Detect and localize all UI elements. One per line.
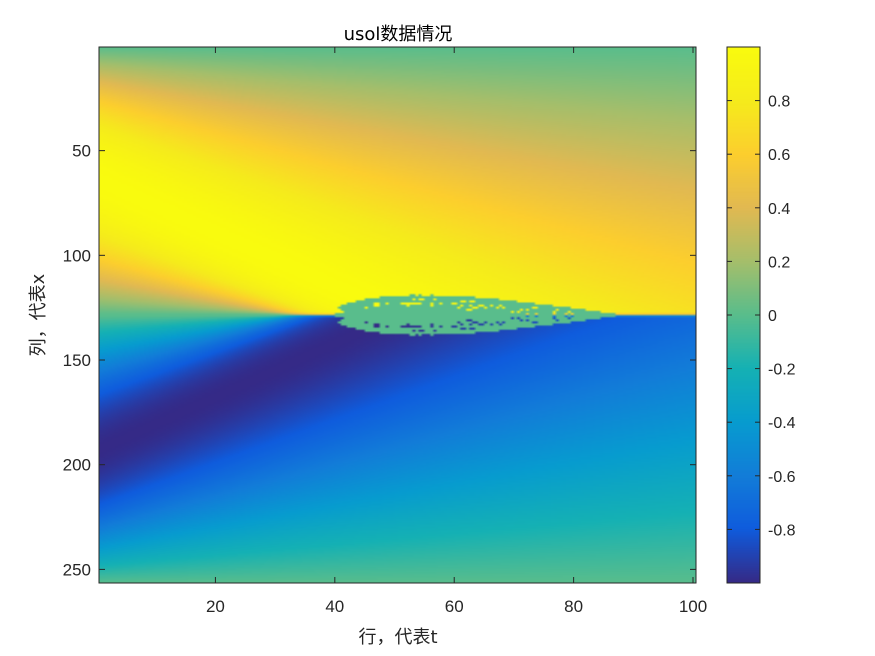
colorbar-ticks: -0.8 -0.6 -0.4 -0.2 0 0.2 0.4 0.6 0.8 (727, 94, 796, 539)
y-tick-label: 150 (63, 351, 91, 370)
x-tick-label: 60 (445, 597, 464, 616)
plot-frame (98, 46, 697, 584)
colorbar-tick-label: 0.4 (768, 201, 790, 218)
heatmap-image-container (99, 47, 696, 583)
y-axis-label: 列，代表x (28, 273, 49, 356)
colorbar-tick-label: -0.4 (768, 415, 796, 432)
colorbar-tick-label: 0 (768, 308, 777, 325)
x-tick-label: 100 (679, 597, 707, 616)
colorbar-tick-label: -0.2 (768, 362, 796, 379)
y-tick-label: 200 (63, 456, 91, 475)
colorbar-tick-label: 0.8 (768, 94, 790, 111)
x-tick-label: 20 (206, 597, 225, 616)
colorbar-tick-label: -0.6 (768, 469, 796, 486)
x-tick-label: 80 (564, 597, 583, 616)
colorbar-tick-label: 0.6 (768, 147, 790, 164)
y-axis: 50 100 150 200 250 (63, 142, 696, 579)
y-tick-label: 250 (63, 560, 91, 579)
colorbar-tick-label: 0.2 (768, 254, 790, 271)
y-tick-label: 100 (63, 246, 91, 265)
colorbar-gradient (727, 47, 760, 583)
x-axis-label: 行，代表t (358, 627, 437, 648)
colorbar-image-container (727, 47, 760, 583)
colorbar: -0.8 -0.6 -0.4 -0.2 0 0.2 0.4 0.6 0.8 (726, 46, 796, 584)
chart-title: usol数据情况 (344, 24, 453, 45)
heatmap-image (99, 47, 696, 583)
heatmap-plot: 20 40 60 80 100 50 100 150 200 250 (63, 46, 707, 616)
x-tick-label: 40 (325, 597, 344, 616)
x-axis: 20 40 60 80 100 (206, 47, 707, 616)
y-tick-label: 50 (72, 142, 91, 161)
colorbar-tick-label: -0.8 (768, 522, 796, 539)
